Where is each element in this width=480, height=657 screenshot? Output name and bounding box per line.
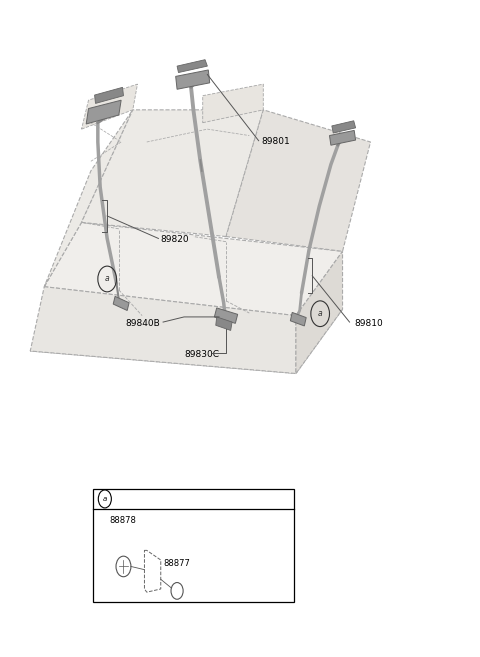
Polygon shape — [113, 296, 129, 311]
Polygon shape — [296, 252, 343, 374]
Text: a: a — [103, 496, 107, 502]
Polygon shape — [30, 286, 296, 374]
Polygon shape — [203, 84, 264, 123]
Polygon shape — [44, 222, 343, 315]
Polygon shape — [215, 308, 238, 323]
Text: 89801: 89801 — [261, 137, 290, 147]
Text: a: a — [105, 275, 109, 283]
Polygon shape — [86, 101, 121, 124]
Polygon shape — [95, 87, 123, 103]
Text: 88877: 88877 — [163, 558, 190, 568]
Polygon shape — [290, 313, 306, 326]
Text: a: a — [318, 309, 323, 318]
Text: 89820: 89820 — [161, 235, 190, 244]
Polygon shape — [329, 131, 356, 145]
Polygon shape — [82, 84, 137, 129]
Text: 88878: 88878 — [109, 516, 136, 526]
Text: 89810: 89810 — [354, 319, 383, 328]
Polygon shape — [177, 60, 207, 72]
Polygon shape — [44, 110, 133, 286]
Bar — [93, 489, 294, 602]
Polygon shape — [176, 70, 210, 89]
Polygon shape — [332, 121, 356, 133]
Text: 89830C: 89830C — [184, 350, 219, 359]
Polygon shape — [226, 110, 371, 252]
Polygon shape — [82, 110, 264, 237]
Polygon shape — [216, 317, 232, 330]
Text: 89840B: 89840B — [126, 319, 160, 328]
